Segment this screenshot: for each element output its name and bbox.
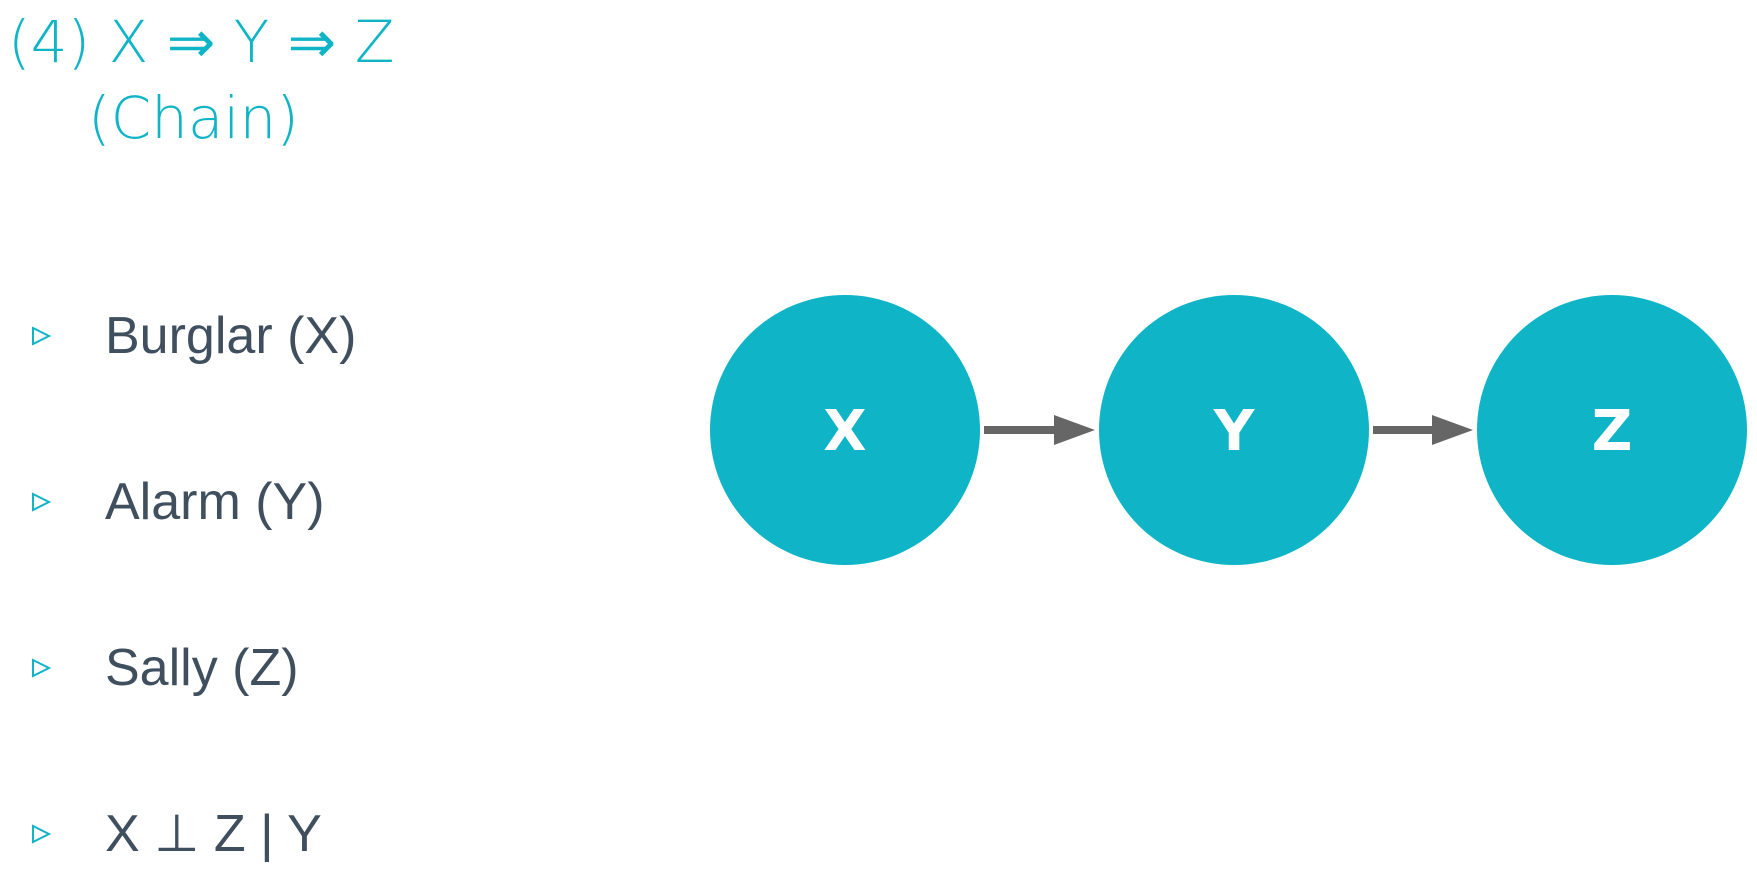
triangle-bullet-icon — [32, 824, 52, 844]
triangle-bullet-icon — [32, 492, 52, 512]
title-line-2: (Chain) — [88, 84, 299, 152]
node-y: Y — [1099, 295, 1369, 565]
edge-y-to-z — [1373, 415, 1473, 445]
node-x: X — [710, 295, 980, 565]
bullet-item: Sally (Z) — [30, 638, 299, 698]
triangle-bullet-icon — [32, 658, 52, 678]
node-label: Z — [1592, 399, 1633, 464]
bullet-item: Alarm (Y) — [30, 472, 325, 532]
bullet-text: Sally (Z) — [105, 639, 299, 697]
bullet-text: X ⊥ Z | Y — [105, 805, 322, 863]
bullet-item: Burglar (X) — [30, 306, 356, 366]
triangle-bullet-icon — [32, 326, 52, 346]
slide-title: (4) X ⇒ Y ⇒ Z (Chain) — [8, 4, 394, 156]
bullet-text: Burglar (X) — [105, 307, 357, 365]
node-z: Z — [1477, 295, 1747, 565]
edge-x-to-y — [984, 415, 1095, 445]
bullet-item: X ⊥ Z | Y — [30, 804, 322, 864]
bullet-text: Alarm (Y) — [105, 473, 325, 531]
node-label: Y — [1213, 399, 1256, 464]
node-label: X — [823, 399, 866, 464]
title-line-1: (4) X ⇒ Y ⇒ Z — [8, 8, 395, 76]
